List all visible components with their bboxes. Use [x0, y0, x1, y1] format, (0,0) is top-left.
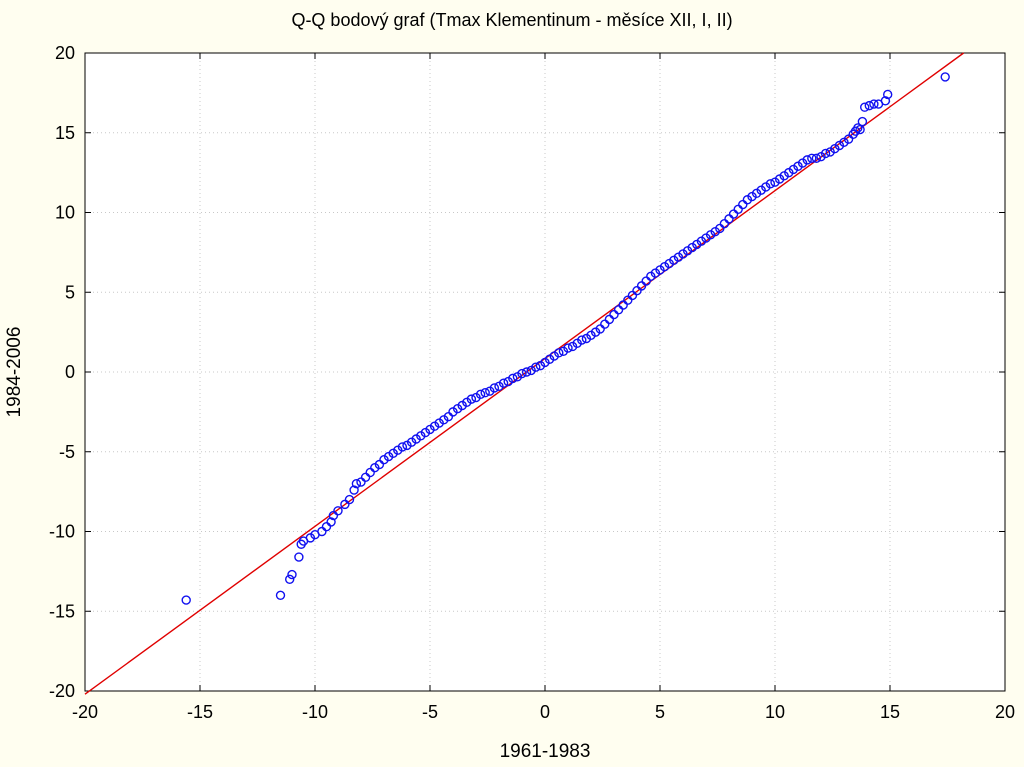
- y-tick-label: 5: [65, 282, 75, 302]
- y-tick-label: -10: [49, 522, 75, 542]
- reference-line: [84, 52, 965, 695]
- y-tick-labels: -20 -15 -10 -5 0 5 10 15 20: [49, 43, 75, 701]
- data-point: [466, 394, 477, 404]
- data-point: [807, 153, 817, 163]
- data-point: [287, 569, 297, 580]
- data-point: [880, 96, 891, 106]
- data-point: [811, 153, 822, 163]
- x-tick-label: -15: [187, 702, 213, 722]
- data-point: [333, 506, 343, 516]
- data-point: [344, 494, 355, 505]
- data-point: [517, 368, 527, 379]
- data-point: [498, 378, 509, 388]
- data-point: [765, 179, 776, 189]
- data-point: [577, 335, 587, 345]
- x-axis-label: 1961-1983: [500, 741, 591, 762]
- grid: [85, 53, 1005, 691]
- data-point: [531, 362, 541, 372]
- y-axis-label: 1984-2006: [4, 327, 25, 418]
- data-point: [475, 389, 486, 400]
- reference-line-group: [84, 52, 965, 695]
- y-tick-label: 10: [55, 203, 75, 223]
- data-point: [294, 552, 304, 562]
- data-point: [940, 72, 950, 82]
- data-point: [508, 373, 518, 384]
- data-point: [397, 442, 408, 452]
- data-point: [860, 102, 870, 112]
- x-tick-label: -20: [72, 702, 98, 722]
- data-point: [864, 100, 874, 111]
- x-tick-label: 10: [765, 702, 785, 722]
- data-point: [351, 478, 362, 489]
- axis-ticks: [84, 52, 1006, 692]
- x-tick-label: 5: [655, 702, 665, 722]
- data-point: [853, 123, 863, 133]
- y-tick-label: -15: [49, 601, 75, 621]
- y-tick-label: -20: [49, 681, 75, 701]
- y-tick-label: 0: [65, 362, 75, 382]
- data-point: [480, 388, 490, 398]
- x-tick-labels: -20 -15 -10 -5 0 5 10 15 20: [72, 702, 1015, 722]
- x-tick-label: 0: [540, 702, 550, 722]
- x-tick-label: -10: [302, 702, 328, 722]
- data-point: [869, 99, 879, 109]
- data-point: [275, 590, 286, 600]
- data-point: [521, 367, 532, 377]
- data-point: [802, 155, 812, 165]
- data-point: [820, 148, 831, 159]
- data-point: [563, 343, 573, 353]
- data-points: [181, 72, 950, 605]
- chart-title: Q-Q bodový graf (Tmax Klementinum - měsí…: [291, 10, 732, 30]
- data-point: [285, 574, 295, 585]
- data-point: [489, 383, 500, 393]
- x-tick-label: -5: [422, 702, 438, 722]
- data-point: [326, 517, 336, 527]
- x-tick-label: 20: [995, 702, 1015, 722]
- y-tick-label: 20: [55, 43, 75, 63]
- y-tick-label: 15: [55, 123, 75, 143]
- data-point: [883, 89, 893, 100]
- x-tick-label: 15: [880, 702, 900, 722]
- data-point: [554, 348, 564, 358]
- data-point: [857, 116, 868, 127]
- y-tick-label: -5: [59, 442, 75, 462]
- data-point: [181, 595, 191, 605]
- data-point: [349, 485, 359, 495]
